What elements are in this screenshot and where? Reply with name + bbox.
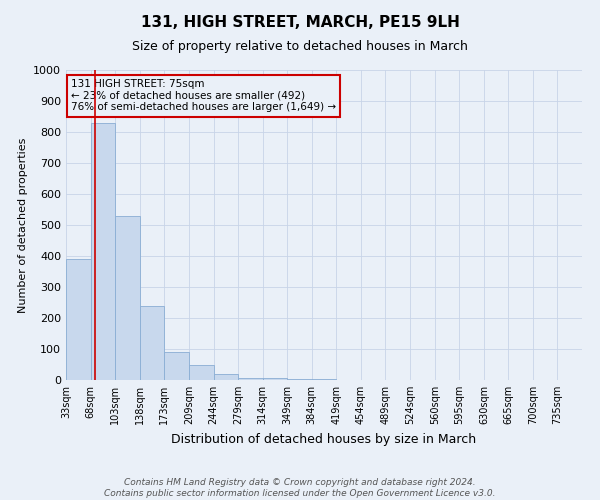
Bar xyxy=(238,378,263,380)
Bar xyxy=(91,122,115,380)
Text: Contains HM Land Registry data © Crown copyright and database right 2024.
Contai: Contains HM Land Registry data © Crown c… xyxy=(104,478,496,498)
Text: 131 HIGH STREET: 75sqm
← 23% of detached houses are smaller (492)
76% of semi-de: 131 HIGH STREET: 75sqm ← 23% of detached… xyxy=(71,80,336,112)
Bar xyxy=(164,352,188,380)
Bar xyxy=(287,379,312,380)
Bar xyxy=(140,306,164,380)
Bar xyxy=(214,374,238,380)
Bar xyxy=(189,364,214,380)
X-axis label: Distribution of detached houses by size in March: Distribution of detached houses by size … xyxy=(172,432,476,446)
Text: 131, HIGH STREET, MARCH, PE15 9LH: 131, HIGH STREET, MARCH, PE15 9LH xyxy=(140,15,460,30)
Bar xyxy=(115,216,140,380)
Bar xyxy=(66,259,91,380)
Y-axis label: Number of detached properties: Number of detached properties xyxy=(17,138,28,312)
Bar xyxy=(263,378,287,380)
Text: Size of property relative to detached houses in March: Size of property relative to detached ho… xyxy=(132,40,468,53)
